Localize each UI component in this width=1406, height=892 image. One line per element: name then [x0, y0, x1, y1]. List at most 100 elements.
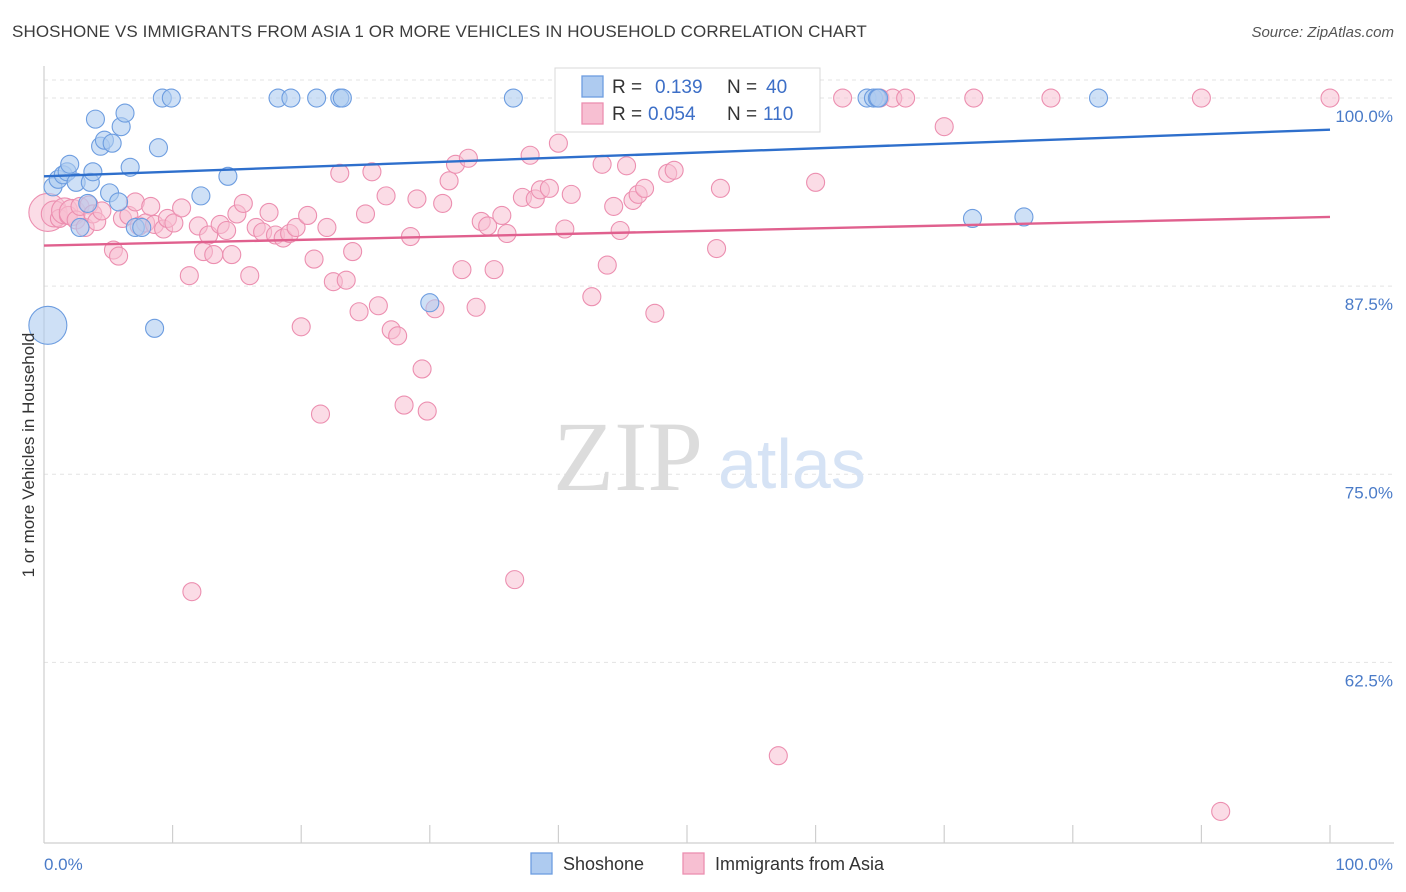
asia-point [298, 205, 318, 225]
asia-point [964, 88, 984, 108]
asia-point [806, 172, 826, 192]
asia-point [330, 163, 350, 183]
asia-point [222, 245, 242, 265]
shoshone-point [161, 88, 181, 108]
asia-point [1211, 801, 1231, 821]
x-tick-label-max: 100.0% [1335, 855, 1393, 874]
legend-r-label: R = [612, 77, 642, 98]
asia-point [664, 160, 684, 180]
shoshone-point [83, 162, 103, 182]
shoshone-point [1088, 88, 1109, 108]
asia-point [259, 202, 279, 222]
correlation-legend: R = 0.139 N = 40 R = 0.054 N = 110 [554, 67, 821, 133]
asia-point [394, 395, 414, 415]
asia-point [407, 189, 427, 209]
asia-point [172, 198, 192, 218]
asia-point [934, 117, 954, 137]
watermark-zip: ZIP [553, 401, 703, 512]
legend-n-value: 110 [763, 104, 793, 125]
asia-point [492, 205, 512, 225]
shoshone-point [120, 157, 140, 177]
asia-point [1041, 88, 1061, 108]
asia-point [548, 133, 568, 153]
asia-point [179, 266, 199, 286]
shoshone-point [332, 88, 352, 108]
asia-point [1320, 88, 1340, 108]
shoshone-point [70, 217, 90, 238]
asia-point [164, 213, 184, 233]
shoshone-point [60, 154, 80, 174]
asia-point [286, 217, 306, 238]
asia-point [109, 246, 129, 266]
legend-n-label: N = [727, 104, 757, 125]
asia-point [362, 162, 382, 182]
asia-point [310, 404, 331, 424]
asia-point [376, 186, 396, 206]
chart-title: SHOSHONE VS IMMIGRANTS FROM ASIA 1 OR MO… [12, 22, 867, 41]
asia-point [833, 88, 853, 108]
asia-point [635, 178, 655, 198]
shoshone-point [962, 208, 983, 229]
asia-point [439, 171, 459, 191]
legend-n-label: N = [727, 77, 757, 98]
legend-r-value: 0.139 [655, 77, 703, 98]
asia-point [610, 220, 630, 241]
asia-point [343, 242, 363, 262]
watermark-atlas: atlas [718, 425, 866, 503]
asia-point [592, 154, 612, 174]
y-tick-label: 100.0% [1335, 107, 1393, 126]
shoshone-point [281, 88, 301, 108]
trend-line-shoshone [43, 128, 1331, 178]
source-label: Source: ZipAtlas.com [1251, 24, 1394, 41]
asia-point [291, 317, 311, 337]
y-tick-label: 75.0% [1345, 483, 1393, 502]
asia-point [484, 260, 504, 280]
asia-point [141, 196, 161, 216]
asia-point [433, 193, 453, 213]
asia-point [597, 255, 617, 275]
asia-point [355, 204, 376, 224]
series-shoshone [28, 88, 1109, 345]
legend-label-shoshone: Shoshone [563, 854, 644, 874]
asia-point [336, 270, 356, 290]
shoshone-point [145, 318, 165, 338]
asia-point [539, 178, 559, 198]
asia-point [417, 401, 437, 421]
y-axis-title: 1 or more Vehicles in Household [19, 333, 38, 578]
asia-point [617, 156, 637, 176]
watermark: ZIP atlas [553, 401, 866, 512]
asia-point [707, 239, 727, 259]
shoshone-point [1014, 207, 1034, 227]
x-tick-labels: 0.0% 100.0% [44, 855, 1393, 874]
asia-point [582, 287, 602, 307]
asia-point [452, 260, 472, 280]
shoshone-point [109, 192, 129, 212]
asia-point [368, 296, 388, 316]
asia-point [505, 570, 525, 590]
asia-point [768, 746, 788, 766]
asia-point [304, 249, 324, 269]
y-tick-label: 62.5% [1345, 671, 1393, 690]
shoshone-point [218, 166, 238, 186]
shoshone-point [307, 88, 327, 108]
shoshone-point [869, 88, 889, 108]
x-tick-label-min: 0.0% [44, 855, 83, 874]
asia-point [412, 359, 432, 379]
legend-r-label: R = [612, 104, 642, 125]
shoshone-point [115, 103, 135, 123]
legend-swatch-asia [581, 102, 604, 125]
shoshone-point [132, 217, 152, 238]
shoshone-point [148, 138, 169, 158]
asia-point [604, 196, 624, 216]
shoshone-point [78, 193, 98, 213]
legend-swatch-shoshone [581, 75, 604, 98]
legend-label-asia: Immigrants from Asia [715, 854, 885, 874]
asia-point [466, 297, 486, 317]
series-legend: Shoshone Immigrants from Asia [530, 852, 885, 875]
trend-line-asia [43, 215, 1331, 247]
asia-point [240, 266, 260, 286]
shoshone-point [28, 305, 68, 345]
shoshone-point [85, 109, 105, 129]
trend-lines [43, 128, 1331, 247]
